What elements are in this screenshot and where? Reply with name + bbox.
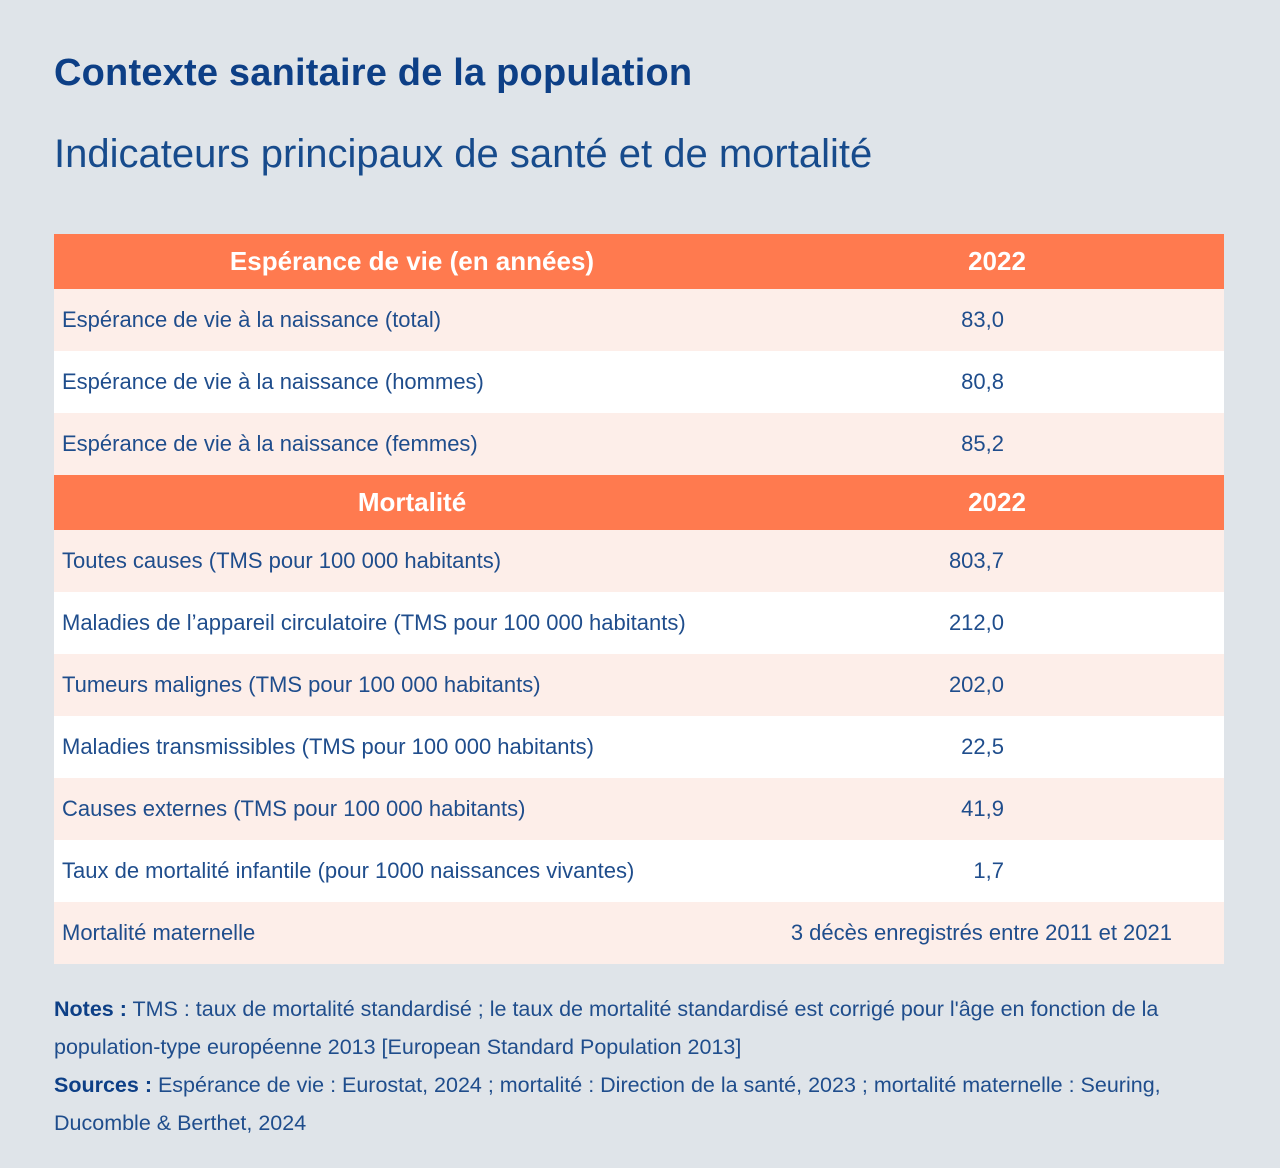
- row-value: 3 décès enregistrés entre 2011 et 2021: [790, 920, 1172, 945]
- table-row: Causes externes (TMS pour 100 000 habita…: [54, 778, 1224, 840]
- row-label: Toutes causes (TMS pour 100 000 habitant…: [62, 548, 502, 573]
- row-value: 83,0: [961, 307, 1004, 332]
- row-value: 41,9: [961, 796, 1004, 821]
- section-header-label: Espérance de vie (en années): [229, 246, 595, 276]
- row-label: Maladies de l’appareil circulatoire (TMS…: [62, 610, 686, 635]
- row-label: Espérance de vie à la naissance (hommes): [62, 369, 484, 394]
- row-value: 202,0: [948, 672, 1004, 697]
- table-row: Tumeurs malignes (TMS pour 100 000 habit…: [54, 654, 1224, 716]
- section-header-year: 2022: [968, 487, 1026, 517]
- row-label: Taux de mortalité infantile (pour 1000 n…: [62, 858, 635, 883]
- section-header-life-expectancy: Espérance de vie (en années) 2022: [54, 234, 1224, 289]
- sources-paragraph: Sources : Espérance de vie : Eurostat, 2…: [54, 1066, 1230, 1142]
- row-value: 803,7: [948, 548, 1004, 573]
- row-value: 212,0: [948, 610, 1004, 635]
- row-label: Mortalité maternelle: [62, 920, 256, 945]
- section-header-mortality: Mortalité 2022: [54, 475, 1224, 530]
- page-subtitle: Indicateurs principaux de santé et de mo…: [54, 132, 873, 176]
- table-row: Mortalité maternelle 3 décès enregistrés…: [54, 902, 1224, 964]
- section-header-year: 2022: [968, 246, 1026, 276]
- sources-text: Espérance de vie : Eurostat, 2024 ; mort…: [54, 1073, 1161, 1135]
- notes-paragraph: Notes : TMS : taux de mortalité standard…: [54, 990, 1230, 1066]
- health-indicators-table: Espérance de vie (en années) 2022 Espéra…: [54, 234, 1224, 964]
- table-row: Toutes causes (TMS pour 100 000 habitant…: [54, 530, 1224, 592]
- page-title: Contexte sanitaire de la population: [54, 52, 693, 94]
- row-value: 22,5: [961, 734, 1004, 759]
- table-row: Espérance de vie à la naissance (total) …: [54, 289, 1224, 351]
- row-label: Causes externes (TMS pour 100 000 habita…: [62, 796, 526, 821]
- table-row: Maladies de l’appareil circulatoire (TMS…: [54, 592, 1224, 654]
- footnotes: Notes : TMS : taux de mortalité standard…: [54, 990, 1230, 1142]
- table-row: Espérance de vie à la naissance (femmes)…: [54, 413, 1224, 475]
- table-row: Espérance de vie à la naissance (hommes)…: [54, 351, 1224, 413]
- table-row: Maladies transmissibles (TMS pour 100 00…: [54, 716, 1224, 778]
- row-label: Tumeurs malignes (TMS pour 100 000 habit…: [62, 672, 541, 697]
- row-value: 85,2: [961, 431, 1004, 456]
- row-label: Espérance de vie à la naissance (femmes): [62, 431, 478, 456]
- row-label: Espérance de vie à la naissance (total): [62, 307, 442, 332]
- table-row: Taux de mortalité infantile (pour 1000 n…: [54, 840, 1224, 902]
- row-label: Maladies transmissibles (TMS pour 100 00…: [62, 734, 594, 759]
- section-header-label: Mortalité: [357, 487, 467, 517]
- notes-label: Notes :: [54, 997, 127, 1021]
- row-value: 80,8: [961, 369, 1004, 394]
- notes-text: TMS : taux de mortalité standardisé ; le…: [54, 997, 1159, 1059]
- row-value: 1,7: [973, 858, 1004, 883]
- sources-label: Sources :: [54, 1073, 152, 1097]
